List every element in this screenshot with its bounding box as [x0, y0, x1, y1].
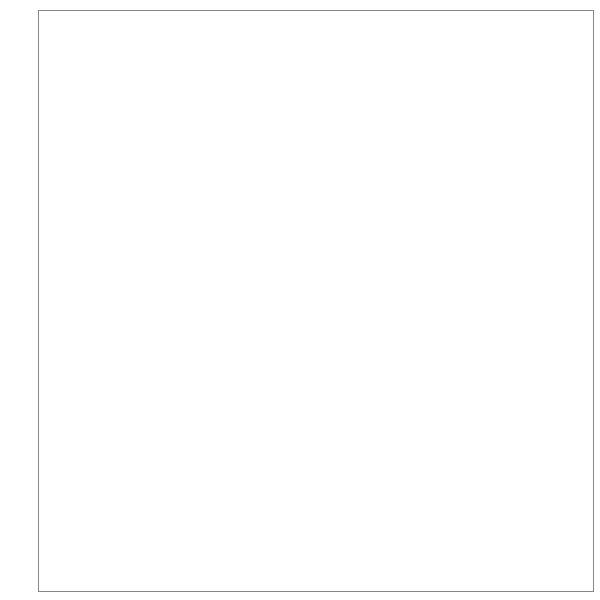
bearing-diagram	[0, 0, 600, 600]
page	[0, 0, 600, 600]
